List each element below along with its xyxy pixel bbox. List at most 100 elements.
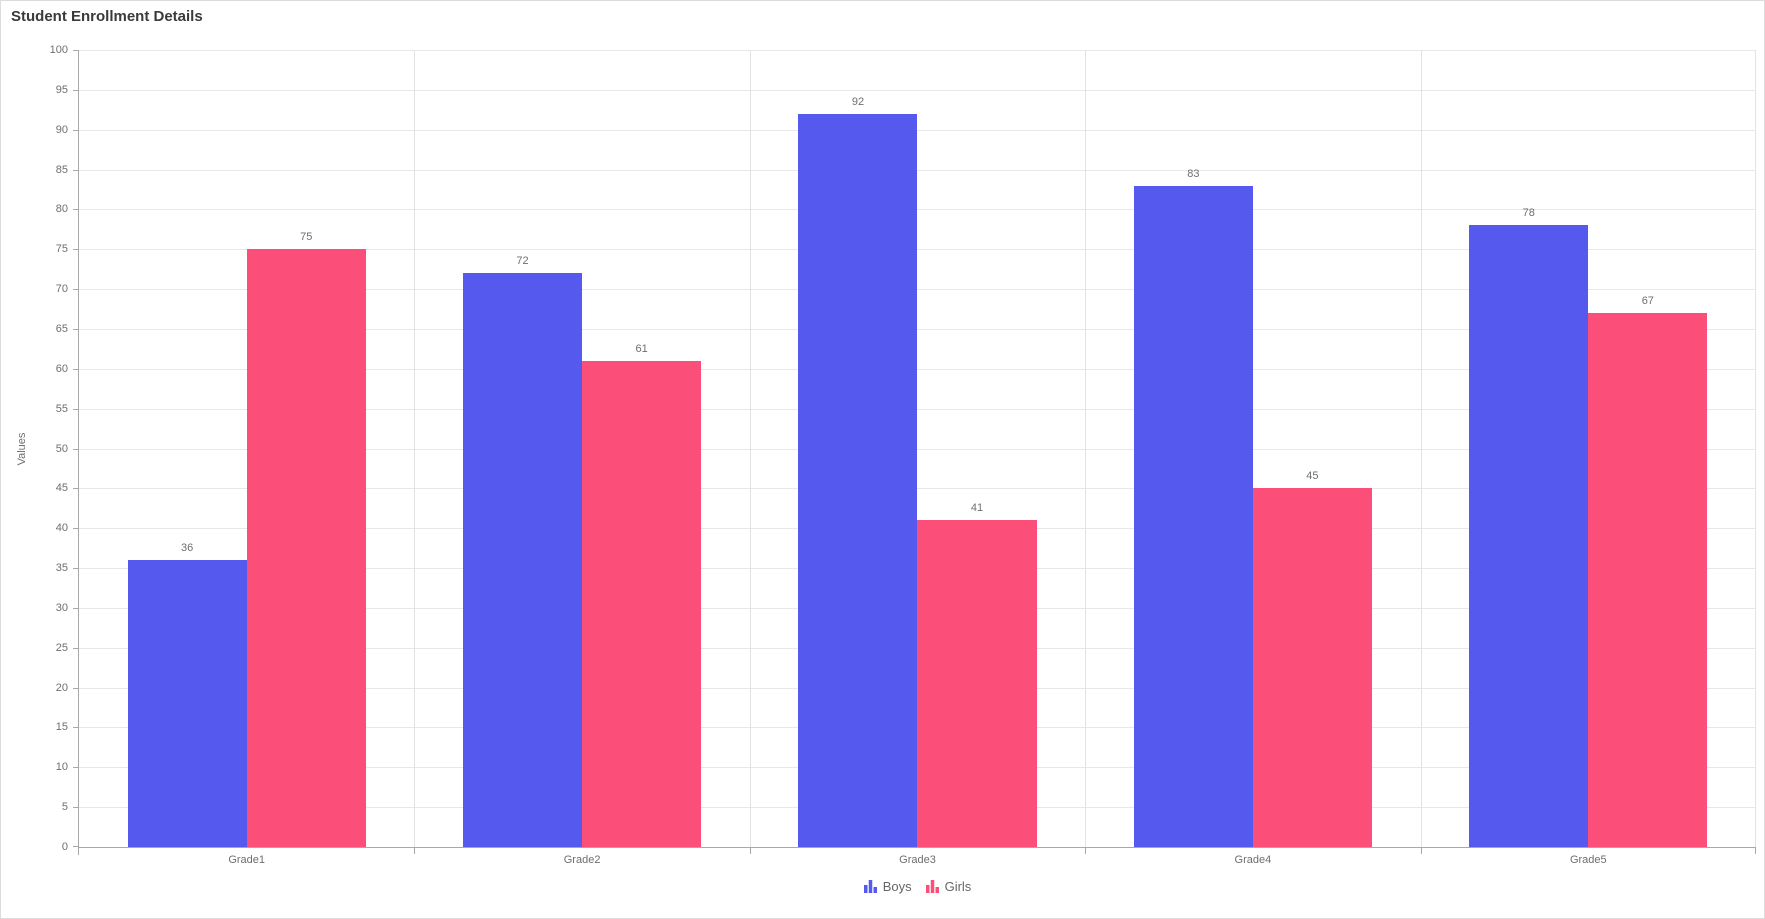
horizontal-gridline: [79, 368, 1756, 370]
plot-area: Values 0 5 10 15 20 25 30 35 40 45 50 55 60 65 70 75 80 8…: [16, 44, 1756, 866]
y-axis-tick: [73, 209, 79, 211]
vertical-gridline: [1085, 50, 1087, 847]
bar-group-grade2: 72 61: [414, 50, 749, 847]
y-axis-label: 65: [55, 322, 68, 335]
bar-girls-grade2[interactable]: [582, 360, 702, 847]
data-label: 75: [300, 231, 313, 244]
x-axis-label: Grade1: [228, 854, 266, 866]
y-axis-tick: [73, 448, 79, 450]
bar-boys-grade1[interactable]: [127, 560, 247, 847]
y-axis-label: 70: [55, 283, 68, 296]
y-axis-tick: [73, 408, 79, 410]
column-chart-icon: [925, 880, 939, 893]
data-label: 41: [970, 502, 984, 515]
bar-group-grade3: 92 41: [750, 50, 1085, 847]
horizontal-gridline: [79, 328, 1756, 330]
vertical-gridline: [414, 50, 416, 847]
y-axis-tick: [73, 568, 79, 570]
bar-column: 83: [1133, 50, 1253, 847]
bar-column: 67: [1588, 50, 1708, 847]
horizontal-gridline: [79, 50, 1756, 51]
data-label: 67: [1641, 295, 1654, 308]
legend-label: Girls: [944, 879, 972, 894]
vertical-gridline: [749, 50, 751, 847]
y-axis-tick: [73, 647, 79, 649]
y-axis-tick: [73, 328, 79, 330]
bar-boys-grade3[interactable]: [798, 113, 918, 847]
y-axis-tick: [73, 488, 79, 490]
y-axis-tick: [73, 249, 79, 251]
bar-girls-grade5[interactable]: [1588, 313, 1708, 847]
data-label: 92: [851, 95, 865, 108]
x-axis-label: Grade5: [1569, 854, 1607, 866]
bar-girls-grade4[interactable]: [1252, 488, 1372, 847]
horizontal-gridline: [79, 169, 1756, 171]
bar-group-grade1: 36 75: [79, 50, 414, 847]
legend-item-girls[interactable]: Girls: [925, 879, 972, 894]
horizontal-gridline: [79, 408, 1756, 410]
y-axis-tick: [73, 727, 79, 729]
y-axis-title: Values: [16, 432, 28, 465]
y-axis-label: 30: [55, 601, 68, 614]
bar-group-grade5: 78 67: [1421, 50, 1756, 847]
bar-girls-grade3[interactable]: [917, 520, 1037, 847]
y-axis-label: 85: [55, 163, 68, 176]
bar-group-grade4: 83 45: [1085, 50, 1420, 847]
y-axis-label: 50: [55, 442, 68, 455]
y-axis-tick: [73, 169, 79, 171]
y-axis-label: 95: [55, 83, 68, 96]
x-axis-label: Grade2: [563, 854, 601, 866]
y-axis-tick: [73, 687, 79, 689]
data-label: 83: [1187, 167, 1200, 180]
horizontal-gridline: [79, 89, 1756, 91]
y-axis-label: 35: [55, 562, 68, 575]
horizontal-gridline: [79, 488, 1756, 490]
y-axis-label: 0: [61, 841, 68, 853]
y-axis-tick: [73, 607, 79, 609]
x-axis-label: Grade4: [1234, 854, 1272, 866]
horizontal-gridline: [79, 448, 1756, 450]
y-axis-tick: [73, 846, 79, 847]
y-axis-label: 25: [55, 641, 68, 654]
bar-column: 72: [463, 50, 583, 847]
y-axis-label: 40: [55, 522, 68, 535]
y-axis-tick: [73, 129, 79, 131]
bar-column: 78: [1469, 50, 1589, 847]
chart-title: Student Enrollment Details: [11, 8, 203, 25]
bar-girls-grade1[interactable]: [246, 249, 366, 847]
horizontal-gridline: [79, 249, 1756, 251]
y-axis-label: 10: [55, 761, 68, 774]
y-axis-label: 100: [49, 44, 68, 56]
y-axis-tick: [73, 89, 79, 91]
bar-boys-grade2[interactable]: [463, 273, 583, 847]
y-axis-label: 60: [55, 362, 68, 375]
x-axis-line: [78, 847, 1756, 848]
y-axis-tick: [73, 289, 79, 291]
vertical-gridline: [1420, 50, 1422, 847]
bar-column: 61: [582, 50, 702, 847]
legend-item-boys[interactable]: Boys: [863, 879, 912, 894]
vertical-gridline: [1755, 50, 1756, 847]
horizontal-gridline: [79, 129, 1756, 131]
y-axis-line: [78, 50, 79, 855]
bar-boys-grade4[interactable]: [1133, 185, 1253, 847]
data-label: 78: [1522, 207, 1535, 220]
y-axis-label: 45: [55, 482, 68, 495]
bar-boys-grade5[interactable]: [1469, 225, 1589, 847]
x-axis-label: Grade3: [899, 854, 936, 866]
y-axis-tick: [73, 50, 79, 51]
horizontal-gridline: [79, 209, 1756, 211]
bar-column: 45: [1252, 50, 1372, 847]
x-axis-tick: [1755, 847, 1756, 854]
column-chart-icon: [863, 880, 877, 893]
data-label: 45: [1306, 470, 1319, 483]
data-label: 36: [181, 542, 194, 555]
bar-column: 36: [127, 50, 247, 847]
y-axis-tick: [73, 807, 79, 809]
y-axis-label: 20: [55, 681, 68, 694]
x-axis-tick: [749, 847, 751, 854]
bar-column: 92: [798, 50, 918, 847]
y-axis-label: 5: [61, 801, 68, 814]
x-axis-tick: [414, 847, 416, 854]
